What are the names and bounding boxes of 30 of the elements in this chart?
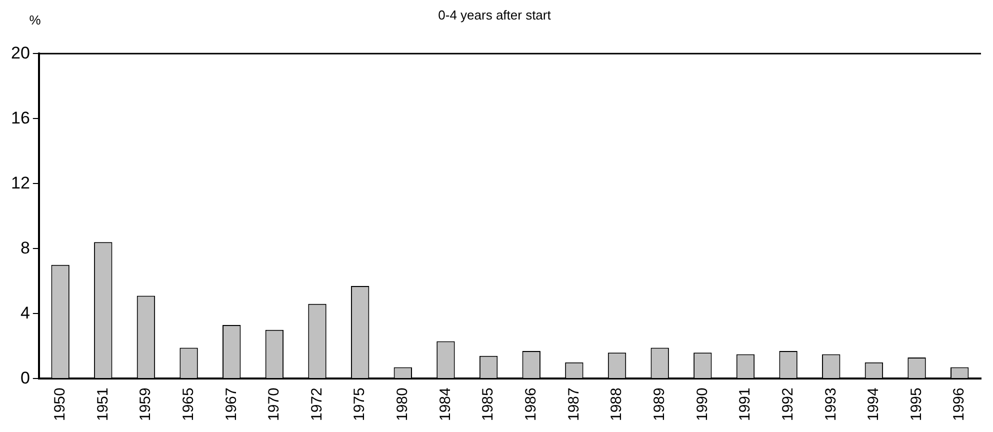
x-tick-label: 1950 <box>51 388 68 422</box>
x-tick-label: 1975 <box>351 388 368 422</box>
x-tick-label: 1993 <box>822 388 840 422</box>
x-tick-label: 1972 <box>308 388 326 422</box>
y-tick-label: 4 <box>20 303 30 322</box>
x-tick-label: 1989 <box>650 388 668 422</box>
x-tick-label: 1967 <box>222 388 240 422</box>
x-tick-label: 1985 <box>480 388 497 422</box>
x-tick-label: 1986 <box>522 388 540 422</box>
x-tick-label: 1984 <box>436 388 454 422</box>
y-tick-label: 12 <box>10 173 30 192</box>
y-tick-label: 0 <box>20 368 30 388</box>
y-tick-label: 8 <box>20 238 30 258</box>
x-tick-label: 1970 <box>266 388 283 422</box>
chart-title: 0-4 years after start <box>438 7 552 22</box>
x-tick-label: 1991 <box>736 388 754 422</box>
x-tick-label: 1980 <box>394 388 412 422</box>
y-tick-label: 16 <box>10 108 30 128</box>
y-tick-label: 20 <box>10 43 30 62</box>
x-tick-label: 1965 <box>180 388 197 422</box>
x-tick-label: 1988 <box>608 388 626 422</box>
x-tick-label: 1992 <box>779 388 796 422</box>
x-tick-label: 1959 <box>137 388 154 422</box>
x-tick-label: 1996 <box>950 388 968 422</box>
y-axis-title: % <box>29 12 42 28</box>
x-tick-label: 1987 <box>565 388 582 422</box>
x-tick-label: 1951 <box>94 388 112 422</box>
x-tick-label: 1994 <box>865 388 882 422</box>
x-tick-label: 1990 <box>694 388 711 422</box>
x-tick-label: 1995 <box>908 388 925 422</box>
